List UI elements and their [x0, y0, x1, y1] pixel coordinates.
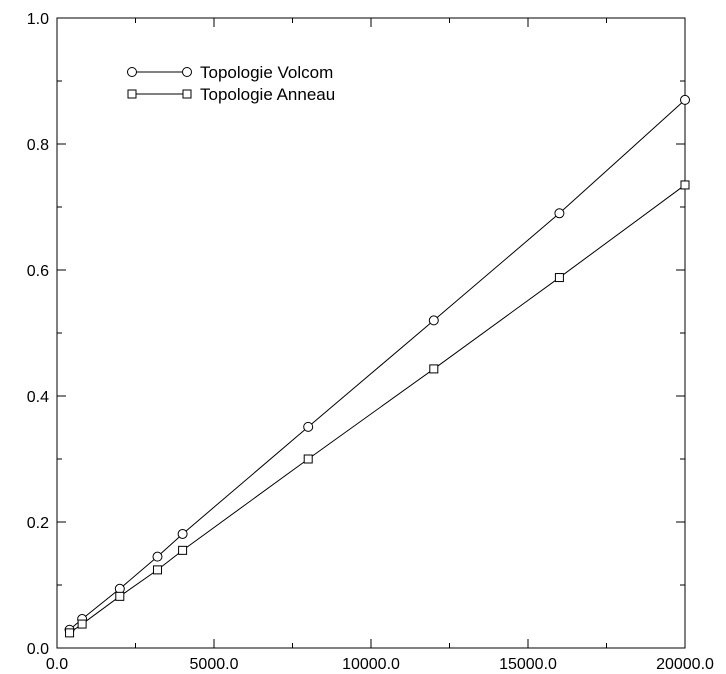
legend-marker — [127, 67, 137, 77]
data-point-square — [554, 273, 564, 283]
legend-marker — [182, 67, 192, 77]
legend: Topologie Volcom Topologie Anneau — [127, 63, 335, 104]
data-point-square — [178, 545, 188, 555]
legend-marker — [127, 89, 137, 99]
x-tick-label: 5000.0 — [190, 656, 239, 673]
data-point-square — [77, 619, 87, 629]
x-tick-label: 15000.0 — [499, 656, 557, 673]
legend-label: Topologie Volcom — [200, 63, 333, 82]
data-point-square — [303, 454, 313, 464]
axis-tick-labels: 0.0 5000.0 10000.0 15000.0 20000.0 0.0 0.2 0.4 0… — [27, 11, 714, 673]
y-tick-label: 1.0 — [27, 11, 49, 28]
data-point-square — [115, 591, 125, 601]
y-tick-label: 0.4 — [27, 389, 49, 406]
x-tick-label: 20000.0 — [656, 656, 714, 673]
data-point-circle — [177, 528, 188, 539]
series-group — [64, 94, 690, 638]
series-2 — [65, 180, 690, 638]
legend-marker — [182, 89, 192, 99]
data-point-circle — [303, 421, 314, 432]
data-point-circle — [680, 94, 690, 105]
y-tick-label: 0.6 — [27, 263, 49, 280]
series-line — [69, 99, 686, 631]
data-point-square — [152, 565, 162, 575]
y-tick-label: 0.8 — [27, 137, 49, 154]
data-point-circle — [152, 551, 163, 562]
legend-entry: Topologie Anneau — [127, 85, 335, 104]
data-point-circle — [554, 208, 565, 219]
series-1 — [64, 94, 690, 635]
legend-entry: Topologie Volcom — [127, 63, 333, 82]
legend-label: Topologie Anneau — [200, 85, 335, 104]
y-tick-label: 0.2 — [27, 515, 49, 532]
y-tick-label: 0.0 — [27, 641, 49, 658]
plot-frame — [56, 17, 686, 649]
x-tick-label: 10000.0 — [342, 656, 400, 673]
data-point-square — [680, 180, 690, 190]
axis-ticks — [56, 17, 686, 649]
data-point-square — [429, 364, 439, 374]
x-tick-label: 0.0 — [46, 656, 68, 673]
data-point-square — [65, 628, 75, 638]
data-point-circle — [428, 315, 439, 326]
